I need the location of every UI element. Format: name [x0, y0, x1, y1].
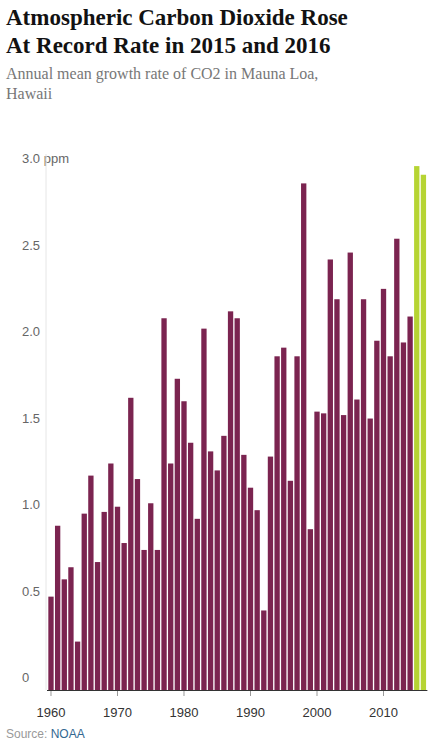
- bar: [394, 239, 399, 690]
- bar: [361, 299, 366, 690]
- bar: [181, 401, 186, 690]
- bar: [121, 543, 126, 690]
- bar: [115, 507, 120, 690]
- bar: [102, 512, 107, 690]
- bar: [55, 526, 60, 690]
- bar: [175, 379, 180, 690]
- bar: [401, 342, 406, 690]
- bar: [235, 318, 240, 690]
- bar: [414, 166, 419, 690]
- bar: [348, 253, 353, 690]
- x-tick: [383, 691, 384, 696]
- x-tick-label: 1990: [236, 705, 265, 720]
- y-tick-label: 0.5: [22, 584, 40, 599]
- bar: [334, 299, 339, 690]
- source: Source: NOAA: [6, 727, 85, 741]
- bar: [374, 341, 379, 690]
- bar: [301, 183, 306, 690]
- y-tick-label: 2.5: [22, 238, 40, 253]
- bar: [341, 415, 346, 690]
- bar: [155, 550, 160, 690]
- bar: [354, 400, 359, 690]
- x-tick: [117, 691, 118, 696]
- x-tick-label: 1980: [170, 705, 199, 720]
- bar: [75, 642, 80, 690]
- bar: [228, 311, 233, 690]
- bar: [274, 356, 279, 690]
- bar: [221, 436, 226, 690]
- x-tick-label: 2000: [303, 705, 332, 720]
- bar: [254, 510, 259, 690]
- x-tick-label: 1970: [103, 705, 132, 720]
- bar: [188, 443, 193, 690]
- bar: [215, 470, 220, 690]
- y-axis-line: [46, 154, 47, 690]
- x-tick: [317, 691, 318, 696]
- bar: [368, 419, 373, 690]
- y-tick-label: 3.0 ppm: [22, 151, 69, 166]
- bar: [421, 175, 426, 690]
- y-tick-label: 1.5: [22, 411, 40, 426]
- y-tick-label: 2.0: [22, 324, 40, 339]
- bar: [135, 479, 140, 690]
- y-tick-label: 1.0: [22, 497, 40, 512]
- bar: [48, 597, 53, 690]
- bar: [62, 579, 67, 690]
- x-axis-line: [47, 690, 427, 691]
- bar: [308, 529, 313, 690]
- x-tick: [250, 691, 251, 696]
- bar: [82, 514, 87, 690]
- bar: [68, 567, 73, 690]
- bar: [281, 348, 286, 690]
- y-tick-label: 0: [22, 670, 29, 685]
- bar: [321, 413, 326, 690]
- x-tick: [50, 691, 51, 696]
- x-tick: [183, 691, 184, 696]
- bar: [241, 455, 246, 690]
- bar: [261, 610, 266, 690]
- x-tick-label: 2010: [369, 705, 398, 720]
- bar: [161, 318, 166, 690]
- bar: [141, 550, 146, 690]
- bar: [381, 289, 386, 690]
- source-link: NOAA: [51, 727, 85, 741]
- bar: [208, 451, 213, 690]
- bar: [195, 519, 200, 690]
- bar: [168, 463, 173, 690]
- bar: [407, 317, 412, 690]
- title: Atmospheric Carbon Dioxide Rose At Recor…: [6, 4, 376, 60]
- bar: [95, 562, 100, 690]
- subtitle: Annual mean growth rate of CO2 in Mauna …: [6, 64, 366, 104]
- chart: 0 0.5 1.0 1.5 2.0 2.5 3.0 ppm 1960 1970 1980 1990 2…: [0, 0, 434, 750]
- bar: [288, 481, 293, 690]
- bar: [148, 503, 153, 690]
- bars: [48, 166, 426, 690]
- bar: [314, 412, 319, 690]
- bar: [248, 488, 253, 690]
- bar: [387, 356, 392, 690]
- bar: [328, 259, 333, 690]
- bar: [201, 329, 206, 690]
- bar: [268, 457, 273, 690]
- bar: [128, 398, 133, 690]
- bar: [294, 356, 299, 690]
- x-tick-label: 1960: [37, 705, 66, 720]
- bar: [88, 476, 93, 690]
- source-prefix: Source:: [6, 727, 51, 741]
- bar: [108, 463, 113, 690]
